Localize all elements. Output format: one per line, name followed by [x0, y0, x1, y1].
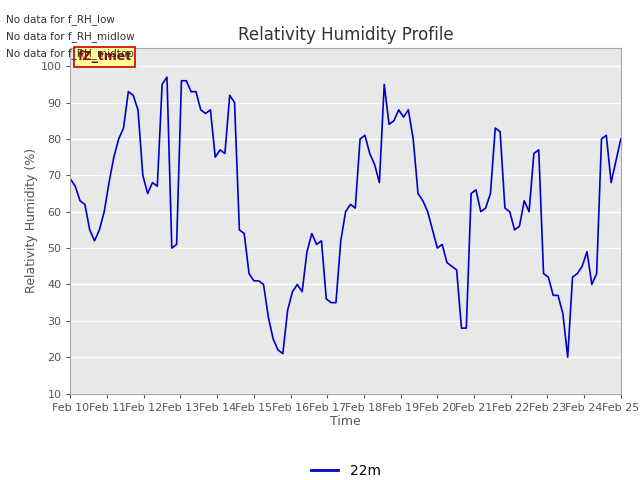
X-axis label: Time: Time [330, 415, 361, 429]
Text: No data for f_RH_midlow: No data for f_RH_midlow [6, 31, 135, 42]
Text: fZ_tmet: fZ_tmet [77, 50, 131, 63]
Text: No data for f_RH_midtop: No data for f_RH_midtop [6, 48, 134, 59]
Text: No data for f_RH_low: No data for f_RH_low [6, 14, 115, 25]
Y-axis label: Relativity Humidity (%): Relativity Humidity (%) [24, 148, 38, 293]
Legend: 22m: 22m [305, 458, 386, 480]
Title: Relativity Humidity Profile: Relativity Humidity Profile [238, 25, 453, 44]
